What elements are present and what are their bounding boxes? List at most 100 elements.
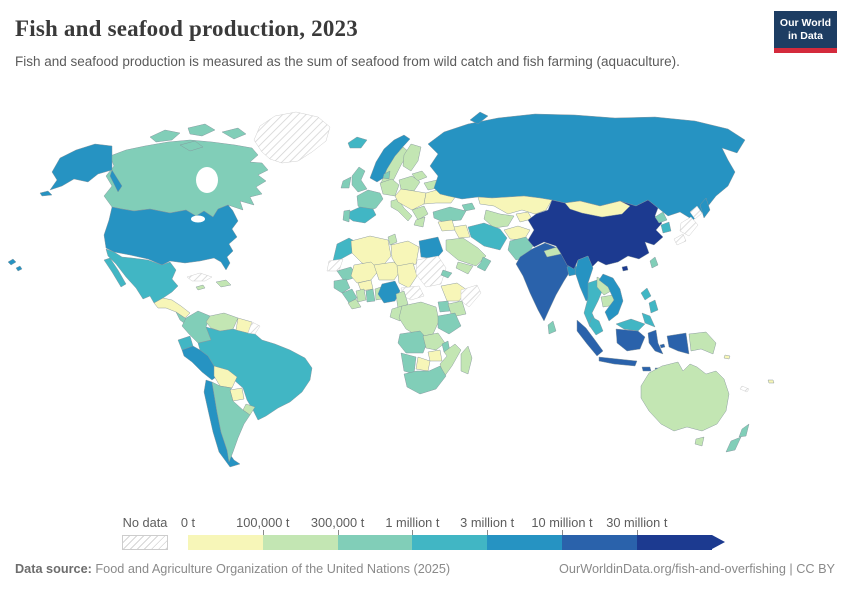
country-ireland[interactable] xyxy=(340,176,352,189)
country-angola[interactable] xyxy=(397,330,429,354)
country-novaya-zemlya[interactable] xyxy=(469,111,489,125)
country-libya[interactable] xyxy=(390,240,420,270)
country-finland[interactable] xyxy=(402,143,422,172)
country-united-kingdom[interactable] xyxy=(351,166,368,193)
country-alaska[interactable] xyxy=(39,143,123,197)
country-senegal[interactable] xyxy=(333,278,351,294)
country-greece[interactable] xyxy=(413,216,426,228)
legend-colorbar[interactable] xyxy=(188,535,725,550)
country-uganda[interactable] xyxy=(437,300,451,313)
footer-link[interactable]: OurWorldinData.org/fish-and-overfishing … xyxy=(559,562,835,576)
country-south-africa[interactable] xyxy=(403,365,447,395)
country-china[interactable] xyxy=(527,199,664,270)
country-western-sahara[interactable] xyxy=(326,258,344,272)
country-new-zealand-north[interactable] xyxy=(738,423,750,438)
country-chad[interactable] xyxy=(396,262,418,289)
country-guinea[interactable] xyxy=(341,288,358,304)
country-afghanistan[interactable] xyxy=(503,225,531,241)
owid-logo[interactable]: Our World in Data xyxy=(774,11,837,53)
country-levant[interactable] xyxy=(437,219,456,232)
country-jamaica[interactable] xyxy=(195,284,206,291)
country-madagascar[interactable] xyxy=(460,345,473,375)
country-uzbekistan-turkmenistan[interactable] xyxy=(483,209,515,229)
legend-segment[interactable] xyxy=(188,535,263,550)
country-australia[interactable] xyxy=(640,361,730,432)
country-united-states[interactable] xyxy=(103,204,239,271)
country-portugal[interactable] xyxy=(342,209,351,223)
country-kazakhstan[interactable] xyxy=(477,195,553,215)
country-indonesia-java[interactable] xyxy=(598,356,638,367)
country-france[interactable] xyxy=(356,189,384,213)
country-cote-divoire[interactable] xyxy=(355,288,367,303)
country-botswana[interactable] xyxy=(415,356,431,372)
legend-segment[interactable] xyxy=(636,535,712,550)
country-indonesia-papua[interactable] xyxy=(666,332,690,355)
country-denmark[interactable] xyxy=(382,170,391,180)
country-taiwan[interactable] xyxy=(649,256,659,269)
country-tanzania[interactable] xyxy=(437,312,462,335)
country-south-korea[interactable] xyxy=(660,221,672,234)
country-north-korea[interactable] xyxy=(654,211,668,224)
country-philippines[interactable] xyxy=(640,287,659,328)
legend-segment[interactable] xyxy=(412,535,488,550)
country-india[interactable] xyxy=(515,242,578,322)
country-algeria[interactable] xyxy=(350,235,392,269)
country-arctic-islands[interactable] xyxy=(149,123,247,152)
country-nigeria[interactable] xyxy=(377,280,401,304)
country-egypt[interactable] xyxy=(418,236,444,260)
country-papua-new-guinea[interactable] xyxy=(688,331,717,355)
country-norway[interactable] xyxy=(369,134,411,183)
legend-no-data-swatch[interactable] xyxy=(122,535,168,550)
legend-segment[interactable] xyxy=(262,535,338,550)
country-somalia[interactable] xyxy=(460,284,482,308)
country-sakhalin[interactable] xyxy=(699,197,711,219)
country-spain[interactable] xyxy=(345,206,377,224)
legend-segment[interactable] xyxy=(561,535,637,550)
country-ghana[interactable] xyxy=(365,288,376,303)
country-zambia[interactable] xyxy=(422,332,446,351)
country-tunisia[interactable] xyxy=(387,233,398,246)
country-sierra-leone-liberia[interactable] xyxy=(347,298,362,310)
country-indonesia-kalimantan[interactable] xyxy=(615,328,646,352)
country-eritrea[interactable] xyxy=(440,269,453,279)
country-hispaniola[interactable] xyxy=(215,279,232,288)
country-solomon-islands[interactable] xyxy=(723,354,731,360)
country-mozambique[interactable] xyxy=(439,343,462,378)
country-iceland[interactable] xyxy=(347,136,368,149)
country-sri-lanka[interactable] xyxy=(547,320,557,335)
country-caucasus[interactable] xyxy=(461,202,476,212)
country-kenya[interactable] xyxy=(447,300,467,318)
country-zimbabwe[interactable] xyxy=(427,349,443,362)
country-oman[interactable] xyxy=(476,256,492,272)
country-turkey[interactable] xyxy=(432,206,467,223)
country-yemen[interactable] xyxy=(455,261,474,275)
country-iraq[interactable] xyxy=(452,224,471,239)
country-cuba[interactable] xyxy=(186,272,213,282)
country-central-europe[interactable] xyxy=(394,188,427,211)
country-sudan[interactable] xyxy=(415,255,447,288)
country-new-zealand-south[interactable] xyxy=(725,436,742,453)
country-central-america-north[interactable] xyxy=(153,297,191,319)
country-venezuela[interactable] xyxy=(205,312,239,332)
country-fiji[interactable] xyxy=(767,379,775,384)
country-iran[interactable] xyxy=(467,222,508,251)
country-saudi-arabia[interactable] xyxy=(445,237,487,267)
country-new-caledonia[interactable] xyxy=(739,385,750,393)
country-balkans[interactable] xyxy=(411,205,429,221)
country-japan[interactable] xyxy=(673,205,703,246)
country-namibia[interactable] xyxy=(400,352,417,375)
country-malaysia-borneo[interactable] xyxy=(615,318,646,332)
country-greenland[interactable] xyxy=(253,111,331,164)
country-canada[interactable] xyxy=(103,139,269,218)
country-hainan[interactable] xyxy=(621,265,629,272)
legend-segment[interactable] xyxy=(337,535,413,550)
country-mexico[interactable] xyxy=(103,248,179,304)
country-mongolia[interactable] xyxy=(564,200,631,218)
legend-segment[interactable] xyxy=(487,535,562,550)
country-colombia[interactable] xyxy=(181,310,212,344)
country-indonesia-sumatra[interactable] xyxy=(576,319,604,357)
country-hawaii[interactable] xyxy=(7,258,23,272)
country-indonesia-sulawesi[interactable] xyxy=(647,329,664,355)
country-vietnam[interactable] xyxy=(598,273,624,322)
country-argentina[interactable] xyxy=(211,381,251,463)
